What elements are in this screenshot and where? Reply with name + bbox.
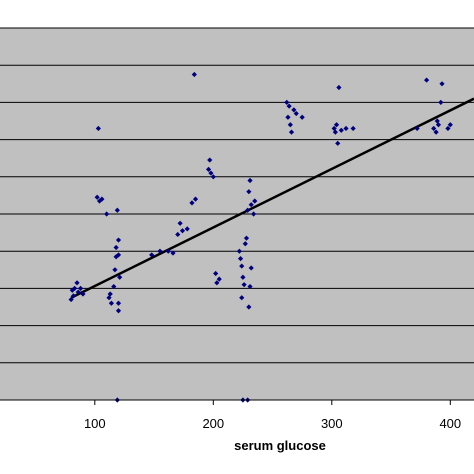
data-point [184, 226, 190, 232]
data-points [68, 71, 453, 403]
data-point [431, 125, 437, 132]
x-tick-label: 100 [84, 416, 106, 431]
data-point [287, 122, 293, 128]
data-point [236, 248, 242, 254]
data-point [175, 231, 181, 238]
data-point [247, 283, 253, 290]
data-point [179, 228, 186, 234]
data-point [434, 118, 440, 124]
trendline [70, 97, 474, 299]
data-point [213, 270, 219, 277]
data-point [114, 207, 120, 213]
data-point [106, 295, 112, 301]
data-point [335, 140, 341, 146]
data-point [189, 200, 195, 206]
data-point [115, 237, 122, 243]
data-point [291, 107, 297, 113]
data-point [107, 291, 113, 297]
data-point [214, 280, 220, 286]
data-point [243, 235, 250, 241]
trendline-group [70, 97, 474, 299]
data-point [99, 196, 105, 202]
data-point [210, 174, 216, 180]
data-point [447, 122, 453, 128]
data-point [104, 211, 110, 217]
x-tick-label: 300 [321, 416, 343, 431]
data-point [247, 177, 253, 184]
data-point [252, 198, 258, 204]
data-point [285, 114, 291, 120]
data-point [333, 122, 340, 128]
data-point [80, 291, 86, 297]
data-point [208, 170, 214, 176]
data-point [69, 287, 75, 293]
data-point [293, 110, 299, 117]
data-point [192, 196, 199, 202]
data-point [74, 280, 80, 286]
data-point [350, 125, 356, 132]
data-point [205, 166, 212, 172]
data-point [433, 129, 439, 135]
data-point [108, 300, 114, 306]
data-point [113, 244, 119, 251]
data-point [170, 250, 176, 256]
data-point [112, 267, 118, 273]
data-point [338, 127, 344, 133]
data-point [94, 194, 100, 200]
x-tick-label: 200 [202, 416, 224, 431]
data-point [191, 71, 197, 78]
data-point [435, 122, 442, 128]
data-point [284, 99, 290, 105]
x-axis-ticks: 100 200 300 400 [84, 400, 461, 431]
data-point [77, 285, 84, 291]
data-point [216, 276, 222, 282]
x-tick-label: 400 [439, 416, 461, 431]
data-point [250, 211, 257, 217]
data-point [111, 283, 117, 290]
data-point [245, 207, 251, 213]
data-point [248, 265, 254, 271]
data-point [149, 252, 155, 258]
data-point [157, 248, 163, 254]
data-point [237, 256, 244, 262]
data-point [115, 252, 122, 258]
data-point [72, 285, 78, 291]
data-point [177, 220, 183, 226]
data-point [424, 77, 430, 83]
data-point [332, 129, 338, 135]
data-point [246, 189, 252, 195]
data-point [336, 84, 342, 91]
data-point [242, 241, 248, 247]
data-point [343, 125, 349, 132]
data-point [445, 125, 451, 132]
data-point [75, 289, 81, 295]
data-point [70, 293, 77, 299]
data-point [239, 295, 245, 301]
data-point [286, 103, 292, 109]
data-point [115, 300, 122, 306]
data-point [68, 296, 74, 303]
data-point [299, 114, 305, 120]
data-point [438, 99, 444, 105]
x-axis-title: serum glucose [234, 438, 326, 453]
data-point [240, 274, 246, 280]
data-point [246, 304, 252, 310]
data-point [117, 274, 123, 280]
data-point [115, 308, 122, 314]
data-point [165, 248, 171, 254]
data-point [239, 263, 245, 269]
data-point [248, 202, 254, 208]
data-point [95, 125, 101, 132]
data-point [207, 157, 213, 163]
data-point [241, 282, 247, 288]
data-point [439, 81, 445, 87]
data-point [414, 125, 420, 132]
data-point [288, 129, 295, 135]
